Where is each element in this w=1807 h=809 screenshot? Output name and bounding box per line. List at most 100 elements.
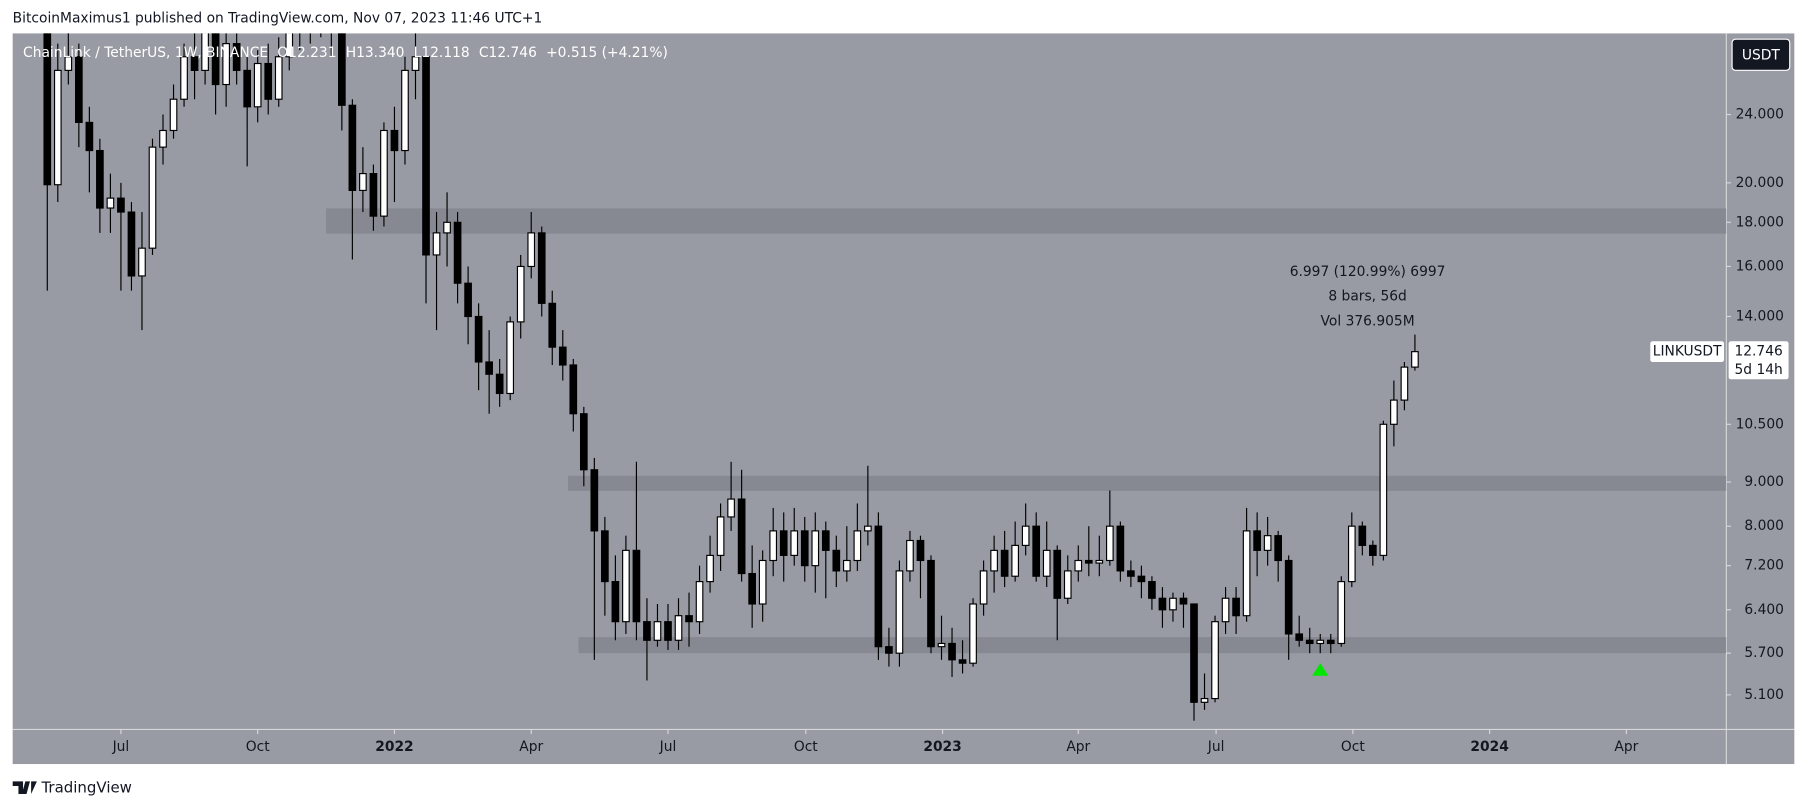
legend: ChainLink / TetherUS, 1W, BINANCE O12.231… <box>23 45 668 61</box>
candle-body <box>1000 549 1009 577</box>
candle-body <box>853 530 862 562</box>
candle-body <box>127 211 136 277</box>
candle-body <box>611 581 620 623</box>
currency-button[interactable] <box>1731 38 1791 71</box>
candle-body <box>548 302 557 348</box>
x-tick-label: 2022 <box>375 739 413 755</box>
candle-body <box>264 62 273 100</box>
countdown: 5d 14h <box>1735 362 1783 378</box>
candle-body <box>1137 575 1146 583</box>
candle-body <box>232 43 241 71</box>
candle-body <box>148 146 157 249</box>
legend-item: L12.118 <box>414 45 470 61</box>
candle-body <box>937 642 946 648</box>
candle-body <box>758 559 767 605</box>
candle-body <box>569 364 578 415</box>
candle-body <box>422 56 430 256</box>
candle-body <box>96 149 104 209</box>
x-tick-label: Apr <box>519 739 543 755</box>
candle-body <box>674 615 683 641</box>
candle-body <box>769 530 778 562</box>
candle-body <box>590 469 599 532</box>
candle-body <box>117 197 125 213</box>
candle-body <box>253 62 262 108</box>
candle-body <box>1074 559 1083 572</box>
candle-body <box>1326 639 1335 645</box>
y-tick-label: 7.200 <box>1744 558 1784 574</box>
x-tick-label: Apr <box>1066 739 1090 755</box>
legend-item: H13.340 <box>346 45 405 61</box>
candle-body <box>432 232 441 256</box>
y-tick-label: 5.100 <box>1744 687 1784 703</box>
x-tick-label: Jul <box>659 739 677 755</box>
candle-body <box>485 361 493 375</box>
legend-item: O12.231 <box>277 45 336 61</box>
candle-body <box>1221 597 1230 623</box>
measure-label: Vol 376.905M <box>1321 314 1415 330</box>
x-tick-label: Oct <box>246 739 270 755</box>
candle-body <box>579 413 588 471</box>
candle-body <box>1063 570 1072 599</box>
candle-body <box>180 56 188 100</box>
candle-body <box>1042 549 1051 577</box>
x-tick-label: Oct <box>794 739 818 755</box>
candle-body <box>75 56 83 123</box>
candle-body <box>653 621 662 641</box>
candle-body <box>916 539 925 562</box>
x-tick-label: 2024 <box>1470 739 1508 755</box>
x-tick-label: Jul <box>112 739 130 755</box>
y-tick-label: 16.000 <box>1736 258 1784 274</box>
zone <box>326 208 1727 234</box>
candle-body <box>1253 530 1261 551</box>
legend-item: C12.746 <box>479 45 537 61</box>
price-tag-box <box>1728 341 1789 380</box>
x-tick-label: Jul <box>1207 739 1225 755</box>
candle-body <box>1169 597 1177 611</box>
candle-body <box>643 621 651 641</box>
candle-body <box>211 33 220 86</box>
candle-body <box>1116 525 1125 572</box>
y-tick-label: 6.400 <box>1744 602 1784 618</box>
candle-body <box>979 570 988 605</box>
candle-body <box>1347 525 1356 583</box>
candle-body <box>359 173 367 191</box>
currency-label: USDT <box>1742 47 1781 63</box>
candle-body <box>338 33 346 106</box>
candle-body <box>864 525 872 532</box>
candle-body <box>401 69 409 152</box>
x-tick-label: 2023 <box>923 739 961 755</box>
candle-body <box>1200 697 1209 703</box>
candle-body <box>832 549 841 572</box>
candle-body <box>1263 535 1272 551</box>
candle-body <box>737 498 746 575</box>
candle-body <box>201 33 209 71</box>
candle-body <box>1084 559 1093 564</box>
candle-body <box>1316 639 1325 645</box>
zone <box>578 637 1727 654</box>
candle-body <box>622 549 630 623</box>
x-tick-label: Oct <box>1341 739 1365 755</box>
candle-body <box>1148 581 1156 599</box>
candle-body <box>53 69 62 186</box>
candle-body <box>1242 530 1251 617</box>
candle-body <box>1232 597 1240 617</box>
candle-body <box>190 56 199 71</box>
candle-body <box>474 315 483 363</box>
candle-body <box>285 33 294 58</box>
candle-body <box>558 346 567 366</box>
candle-body <box>43 33 52 186</box>
overlay: 24.000 20.000 18.000 16.000 14.000 10.500 9.00… <box>112 107 1789 755</box>
candle-body <box>779 530 788 556</box>
y-tick-label: 9.000 <box>1744 474 1784 490</box>
candle-body <box>790 530 799 556</box>
candle-body <box>1284 559 1293 635</box>
candle-body <box>1032 525 1041 577</box>
candle-body <box>1369 544 1377 556</box>
candle-body <box>948 642 956 661</box>
candle-body <box>1379 423 1388 556</box>
candle-body <box>874 525 883 648</box>
candle-body <box>411 56 420 71</box>
candle-body <box>811 530 820 567</box>
candle-body <box>537 232 546 304</box>
logo-icon <box>12 781 37 795</box>
